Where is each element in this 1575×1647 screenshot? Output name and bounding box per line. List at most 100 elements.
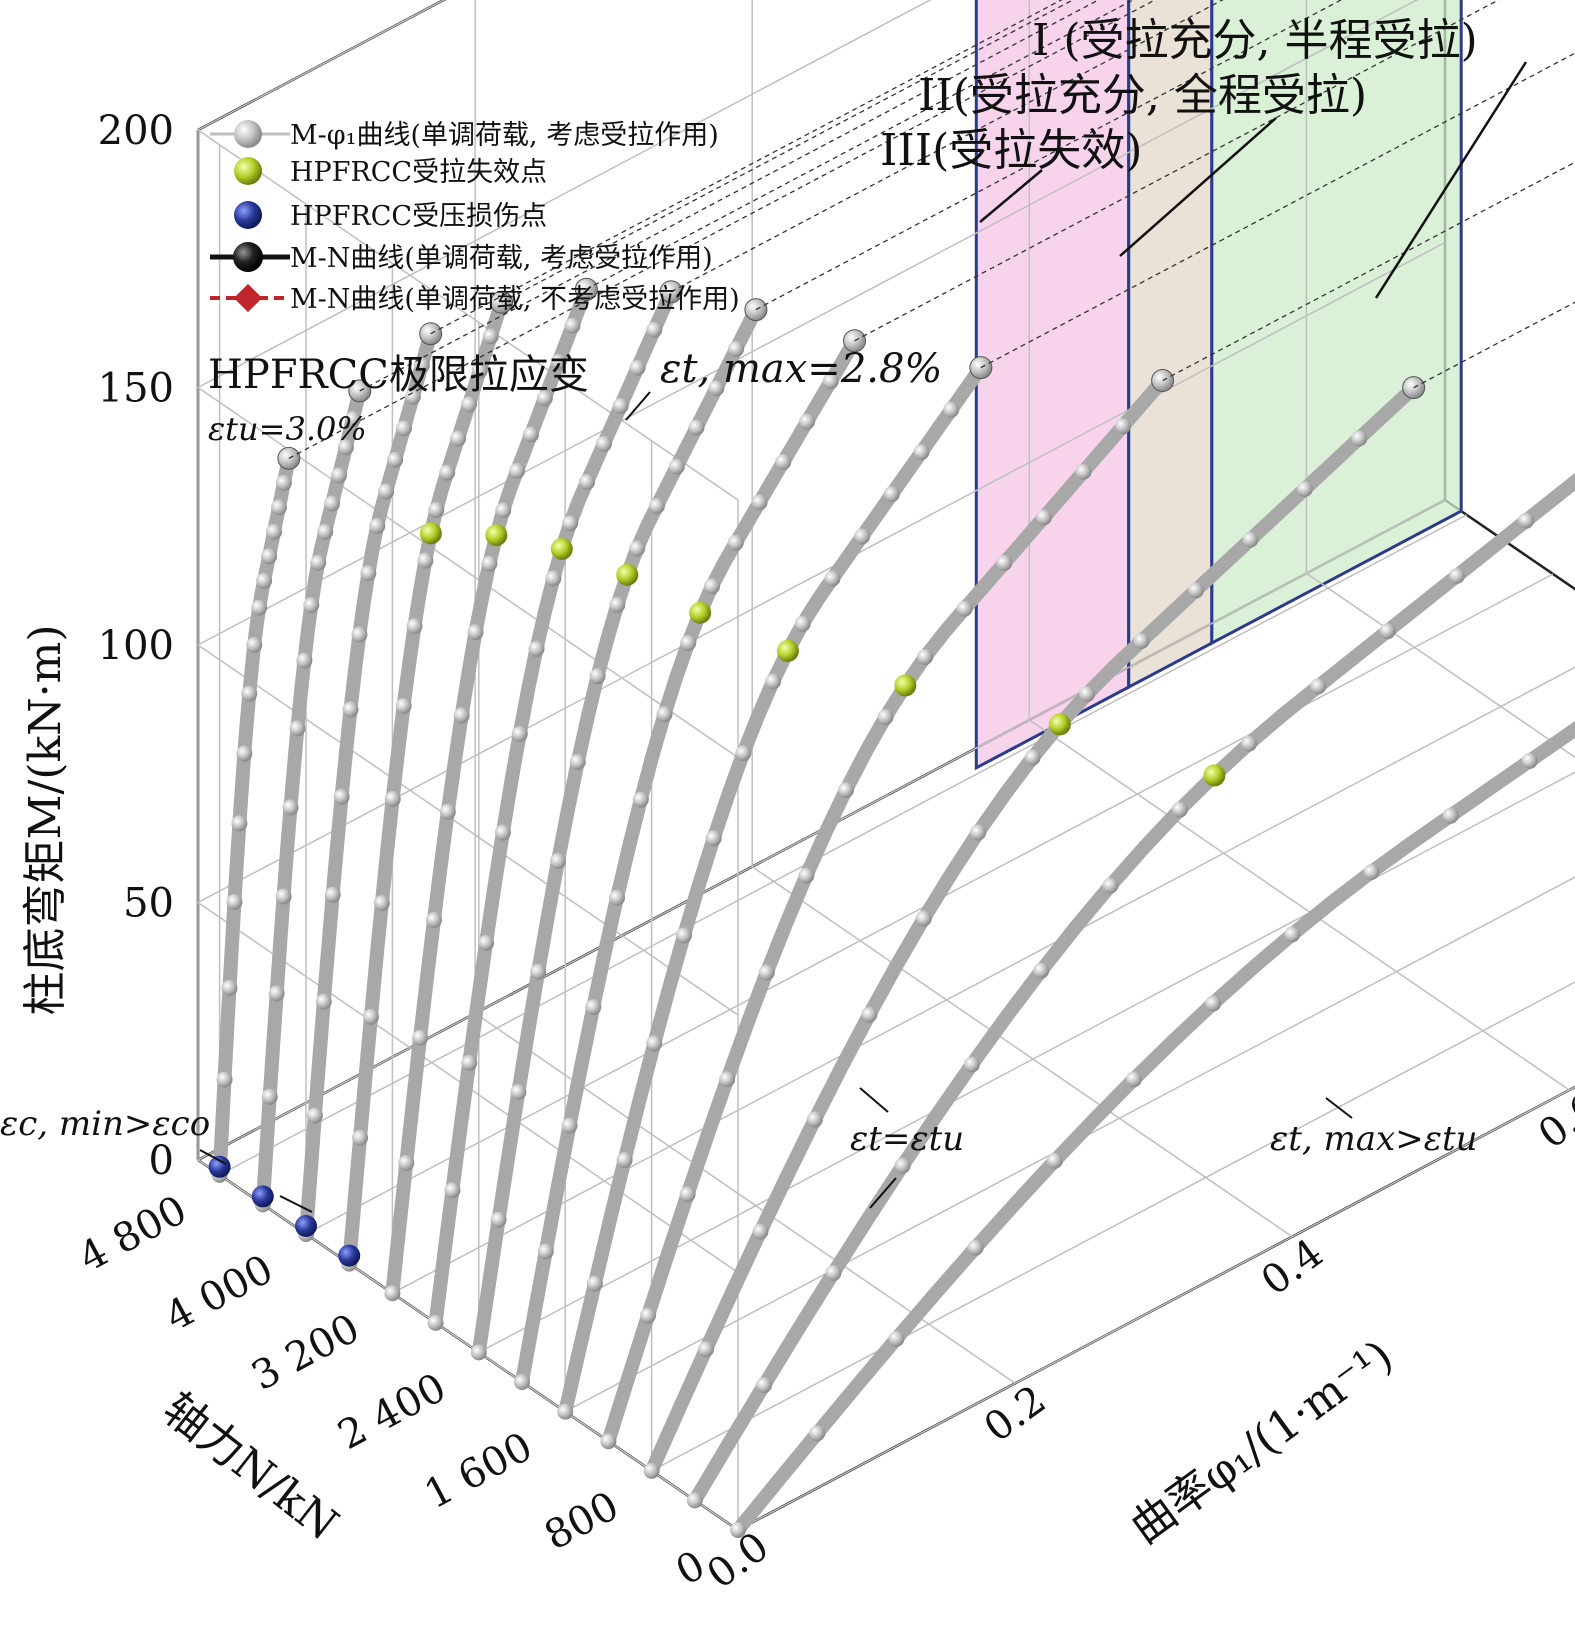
m-phi-point	[369, 517, 386, 534]
tension-fail-point	[550, 537, 573, 560]
m-phi-point	[514, 1374, 530, 1390]
m-phi-point	[758, 964, 775, 981]
m-phi-point	[545, 570, 562, 587]
m-phi-point	[822, 373, 839, 390]
m-n-curves	[1454, 0, 1575, 491]
m-phi-point	[799, 413, 816, 430]
compression-damage-point	[338, 1244, 361, 1267]
m-phi-point	[528, 640, 545, 657]
projection-line	[288, 0, 1157, 459]
m-phi-point	[1241, 735, 1258, 752]
m-phi-point	[333, 788, 350, 805]
m-phi-point	[708, 380, 725, 397]
m-phi-point	[756, 1377, 773, 1394]
region-arrow-II	[1119, 117, 1277, 257]
m-phi-point	[282, 799, 299, 816]
m-phi-point	[943, 401, 960, 418]
m-phi-point	[585, 999, 602, 1016]
m-phi-point	[1125, 1071, 1142, 1088]
m-phi-point	[251, 599, 268, 616]
m-phi-point	[266, 523, 283, 540]
tension-fail-point	[894, 674, 917, 697]
m-phi-point	[752, 1223, 769, 1240]
z-tick-label: 200	[98, 108, 174, 154]
m-phi-point	[704, 578, 721, 595]
region-panel-1	[1127, 0, 1214, 690]
m-phi-point	[351, 626, 368, 643]
m-phi-point	[1033, 962, 1050, 979]
tension-fail-point	[776, 639, 799, 662]
m-phi-point	[427, 1314, 444, 1331]
m-phi-point	[470, 1344, 487, 1361]
m-phi-point	[406, 618, 423, 635]
projection-line	[359, 0, 1100, 392]
m-phi-point	[550, 353, 567, 370]
m-phi-point	[444, 1182, 461, 1199]
m-phi-point	[536, 390, 553, 407]
m-phi-point	[460, 396, 477, 413]
tension-fail-point	[1048, 713, 1071, 736]
m-phi-point	[719, 1071, 736, 1088]
tension-fail-point	[1203, 764, 1226, 787]
m-phi-point	[686, 1492, 703, 1509]
m-phi-point	[586, 1275, 603, 1292]
m-phi-curve	[515, 333, 862, 1389]
legend: M-φ₁曲线(单调荷载, 考虑受拉作用) HPFRCC受拉失效点 HPFRCC受…	[210, 120, 740, 315]
m-phi-point	[511, 725, 528, 742]
m-phi-point	[806, 1111, 823, 1128]
m-phi-point	[646, 1035, 663, 1052]
m-phi-point	[395, 420, 412, 437]
m-phi-point	[794, 615, 811, 632]
m-phi-point	[643, 1462, 660, 1479]
m-phi-point	[705, 830, 722, 847]
m-phi-point	[612, 397, 629, 414]
m-phi-point	[675, 927, 692, 944]
projection-line	[430, 0, 1063, 335]
m-phi-point	[495, 502, 512, 519]
m-phi-point	[387, 451, 404, 468]
m-phi-point	[1171, 801, 1188, 818]
m-phi-point	[837, 782, 854, 799]
x-tick-label: 0.4	[1253, 1230, 1332, 1305]
m-phi-point	[471, 362, 488, 379]
m-phi-point	[373, 895, 390, 912]
m-phi-point	[1518, 512, 1535, 529]
m-phi-point	[378, 483, 395, 500]
m-phi-point	[352, 1129, 369, 1146]
m-phi-point	[809, 1425, 826, 1442]
tension-fail-arrow-1	[859, 1087, 889, 1113]
m-phi-point	[569, 753, 586, 770]
m-phi-point	[1079, 686, 1096, 703]
m-phi-point	[1046, 1152, 1063, 1169]
m-phi-point	[915, 910, 932, 927]
compression-note: εc, min>εco	[0, 1104, 210, 1144]
m-phi-point	[600, 1433, 617, 1450]
compression-arrow-2	[279, 1195, 313, 1213]
tension-fail-note: εt=εtu	[850, 1119, 964, 1159]
m-phi-point	[384, 790, 401, 807]
m-phi-point	[522, 426, 539, 443]
m-phi-point	[861, 1006, 878, 1023]
projection-lines	[288, 0, 1575, 459]
m-phi-point	[609, 889, 626, 906]
material-value: εtu=3.0%	[208, 410, 367, 448]
m-phi-point	[668, 458, 685, 475]
m-phi-point	[236, 745, 253, 762]
m-phi-point	[727, 534, 744, 551]
m-phi-point	[306, 1107, 323, 1124]
tension-fail-point	[616, 563, 639, 586]
legend-marker-tension-fail	[234, 157, 262, 185]
y-tick-label: 2 400	[331, 1365, 454, 1459]
m-phi-point	[561, 1117, 578, 1134]
y-tick-label: 800	[537, 1483, 626, 1559]
m-phi-point	[1296, 480, 1313, 497]
m-phi-point	[579, 473, 596, 490]
material-title: HPFRCC极限拉应变	[208, 352, 589, 398]
m-phi-point	[877, 709, 894, 726]
m-phi-point	[1205, 995, 1222, 1012]
m-phi-point	[688, 419, 705, 436]
m-phi-point	[1442, 807, 1459, 824]
m-phi-point	[428, 501, 445, 518]
m-phi-point	[439, 464, 456, 481]
